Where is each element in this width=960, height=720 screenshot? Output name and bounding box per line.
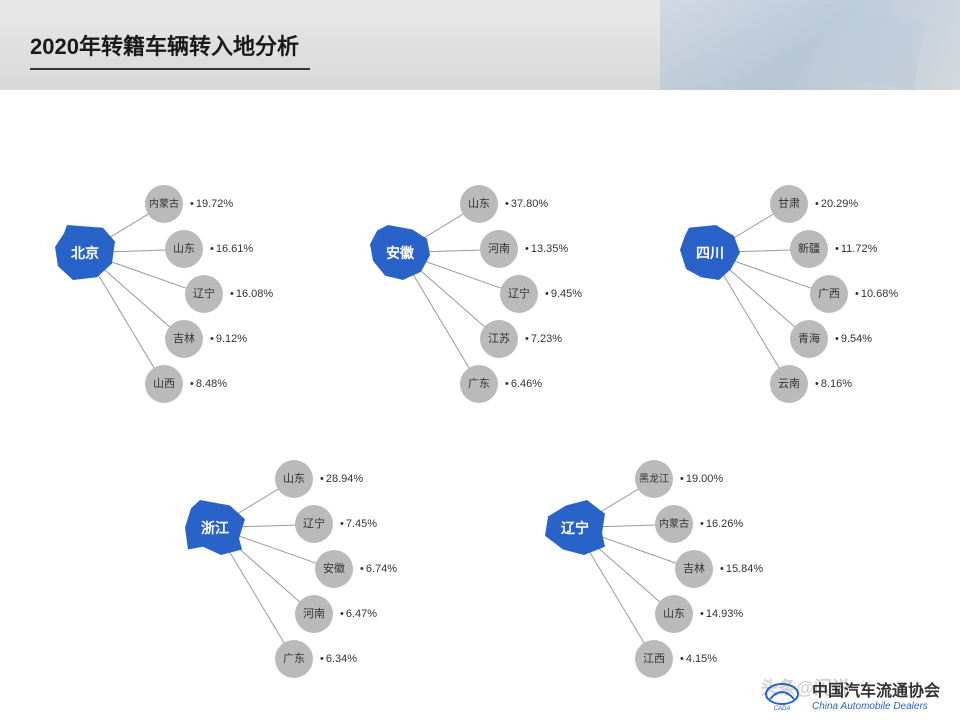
page-title: 2020年转籍车辆转入地分析 (30, 29, 299, 61)
footer-text: 中国汽车流通协会 China Automobile Dealers (812, 677, 940, 712)
dest-node: 河南 (295, 595, 333, 633)
dest-value: 9.54% (835, 333, 872, 345)
dest-node: 内蒙古 (655, 505, 693, 543)
dest-value: 20.29% (815, 198, 858, 210)
dest-node: 黑龙江 (635, 460, 673, 498)
province-辽宁: 辽宁 (545, 500, 605, 555)
dest-node: 江西 (635, 640, 673, 678)
dest-value: 16.61% (210, 243, 253, 255)
dest-value: 9.12% (210, 333, 247, 345)
dest-node: 广东 (460, 365, 498, 403)
footer-cn: 中国汽车流通协会 (812, 677, 940, 701)
svg-text:CADA: CADA (774, 706, 791, 712)
dest-value: 4.15% (680, 653, 717, 665)
dest-value: 9.45% (545, 288, 582, 300)
dest-value: 6.34% (320, 653, 357, 665)
dest-node: 青海 (790, 320, 828, 358)
title-underline (30, 68, 310, 70)
footer-en: China Automobile Dealers (812, 701, 940, 712)
dest-node: 辽宁 (500, 275, 538, 313)
dest-node: 云南 (770, 365, 808, 403)
dest-value: 8.16% (815, 378, 852, 390)
province-安徽: 安徽 (370, 225, 430, 280)
dest-node: 甘肃 (770, 185, 808, 223)
dest-value: 15.84% (720, 563, 763, 575)
dest-node: 山西 (145, 365, 183, 403)
dest-node: 新疆 (790, 230, 828, 268)
dest-value: 16.26% (700, 518, 743, 530)
dest-node: 内蒙古 (145, 185, 183, 223)
dest-value: 13.35% (525, 243, 568, 255)
dest-value: 37.80% (505, 198, 548, 210)
dest-node: 山东 (165, 230, 203, 268)
dest-node: 河南 (480, 230, 518, 268)
dest-value: 16.08% (230, 288, 273, 300)
dest-value: 11.72% (835, 243, 877, 255)
chart-content: 北京内蒙古19.72%山东16.61%辽宁16.08%吉林9.12%山西8.48… (0, 90, 960, 150)
dest-value: 6.46% (505, 378, 542, 390)
dest-value: 7.45% (340, 518, 377, 530)
dest-node: 山东 (460, 185, 498, 223)
dest-value: 14.93% (700, 608, 743, 620)
dest-node: 广西 (810, 275, 848, 313)
dest-node: 辽宁 (185, 275, 223, 313)
dest-node: 辽宁 (295, 505, 333, 543)
cada-logo-icon: CADA (762, 677, 802, 712)
footer: CADA 中国汽车流通协会 China Automobile Dealers (762, 677, 940, 712)
dest-value: 28.94% (320, 473, 363, 485)
dest-node: 吉林 (675, 550, 713, 588)
dest-node: 广东 (275, 640, 313, 678)
dest-value: 8.48% (190, 378, 227, 390)
dest-node: 山东 (275, 460, 313, 498)
dest-node: 山东 (655, 595, 693, 633)
dest-value: 19.00% (680, 473, 723, 485)
dest-value: 10.68% (855, 288, 898, 300)
dest-node: 吉林 (165, 320, 203, 358)
dest-value: 6.74% (360, 563, 397, 575)
dest-node: 江苏 (480, 320, 518, 358)
header: 2020年转籍车辆转入地分析 (0, 0, 960, 90)
dest-value: 7.23% (525, 333, 562, 345)
dest-value: 6.47% (340, 608, 377, 620)
dest-value: 19.72% (190, 198, 233, 210)
province-浙江: 浙江 (185, 500, 245, 555)
decorative-cube (844, 9, 925, 90)
dest-node: 安徽 (315, 550, 353, 588)
